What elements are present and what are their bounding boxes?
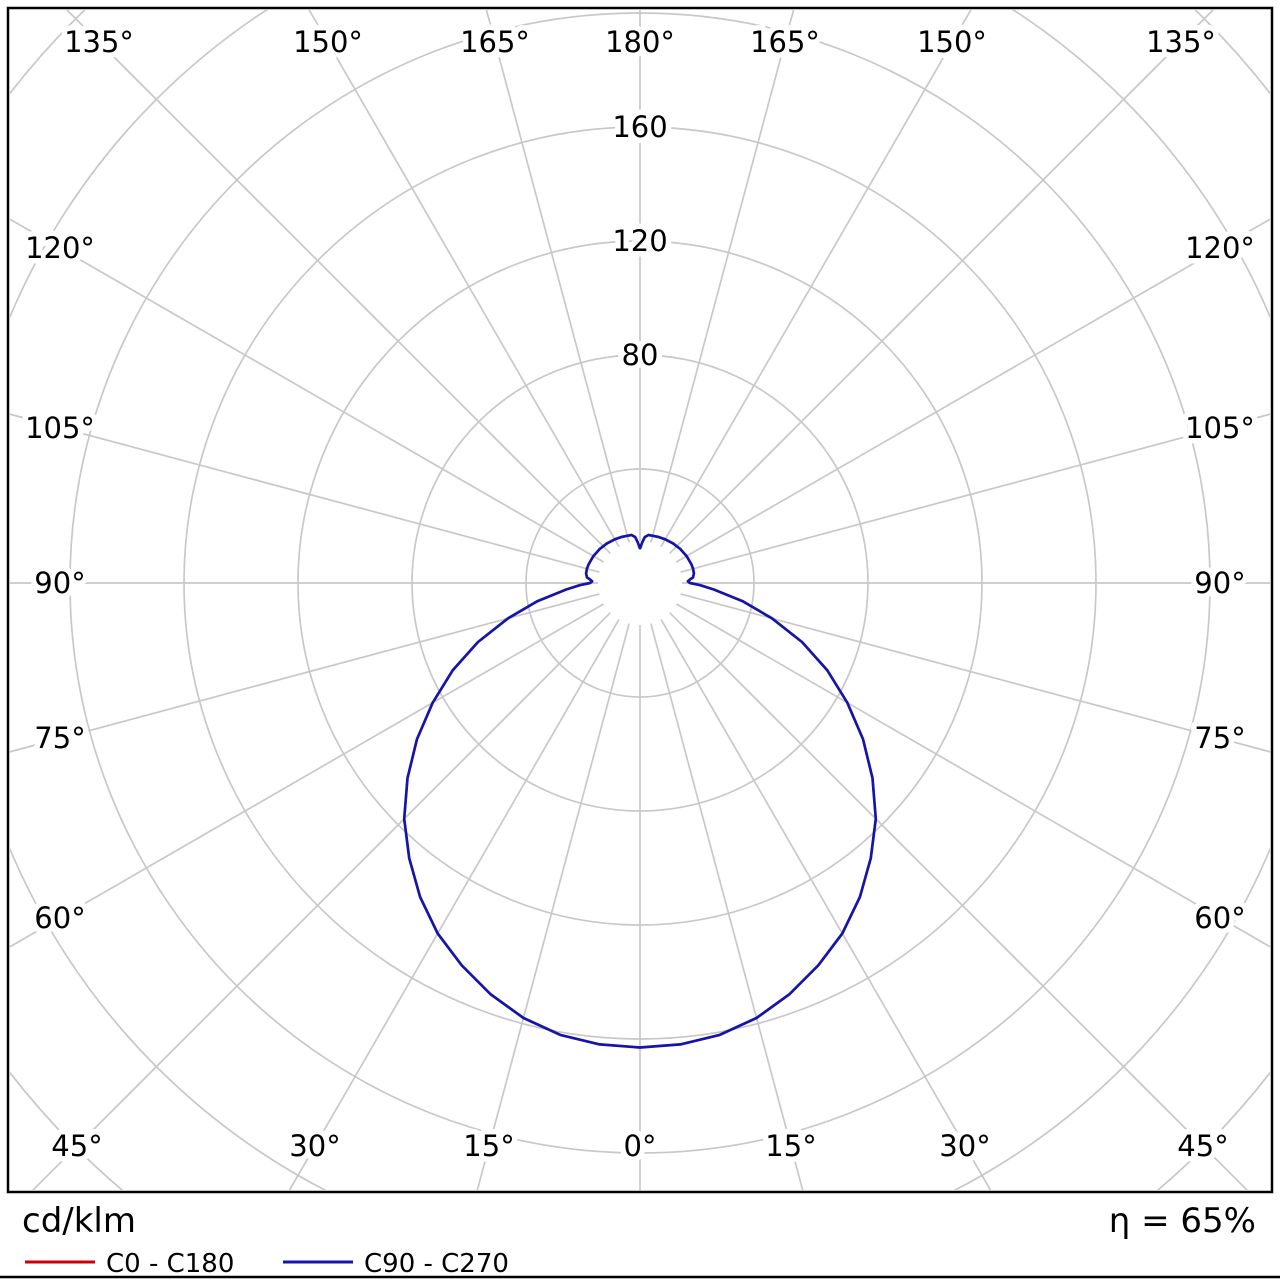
angle-label-120-left: 120° xyxy=(25,231,95,265)
grid-spoke-225 xyxy=(65,10,611,554)
angle-label-165-right: 165° xyxy=(750,25,820,59)
angle-label-75-right: 75° xyxy=(1194,721,1245,755)
angle-label-15-right: 15° xyxy=(765,1129,816,1163)
angle-label-165-left: 165° xyxy=(460,25,530,59)
angle-label-30-right: 30° xyxy=(939,1129,990,1163)
legend-label-c0-c180: C0 - C180 xyxy=(106,1249,234,1279)
ring-label-120: 120 xyxy=(612,224,667,258)
angle-label-180-right: 180° xyxy=(605,25,675,59)
efficiency-label: η = 65% xyxy=(1109,1201,1256,1241)
grid-spoke-255 xyxy=(10,413,600,573)
grid-spoke-285 xyxy=(10,593,600,753)
unit-label: cd/klm xyxy=(22,1201,136,1241)
angle-label-75-left: 75° xyxy=(34,721,85,755)
grid-spoke-15 xyxy=(650,623,804,1190)
grid-spoke-345 xyxy=(476,623,630,1190)
angle-label-60-left: 60° xyxy=(34,901,85,935)
grid-spoke-210 xyxy=(308,10,620,548)
angle-label-45-left: 45° xyxy=(51,1129,102,1163)
grid-spoke-135 xyxy=(669,10,1215,554)
axis-labels: 80 120 160 0° 15° 15° 30° 30° 45° 45° 60° 60° 75° 75°… xyxy=(20,20,1261,1169)
grid-spoke-60 xyxy=(675,603,1270,948)
angle-label-120-right: 120° xyxy=(1185,231,1255,265)
grid-spoke-45 xyxy=(669,612,1249,1190)
angle-label-15-left: 15° xyxy=(463,1129,514,1163)
angle-label-150-left: 150° xyxy=(293,25,363,59)
angle-label-60-right: 60° xyxy=(1194,901,1245,935)
angle-label-105-left: 105° xyxy=(25,411,95,445)
grid-spoke-75 xyxy=(680,593,1270,753)
grid-spoke-165 xyxy=(650,10,795,543)
grid-spoke-195 xyxy=(485,10,630,543)
legend-label-c90-c270: C90 - C270 xyxy=(364,1249,509,1279)
angle-label-150-right: 150° xyxy=(917,25,987,59)
angle-label-0-right: 0° xyxy=(624,1129,657,1163)
angle-label-30-left: 30° xyxy=(289,1129,340,1163)
grid-spoke-315 xyxy=(31,612,611,1190)
ring-label-80: 80 xyxy=(622,338,659,372)
angle-label-90-right: 90° xyxy=(1194,566,1245,600)
grid-spoke-300 xyxy=(10,603,605,948)
grid-spoke-120 xyxy=(675,218,1270,563)
grid-spoke-330 xyxy=(288,618,620,1190)
angle-label-90-left: 90° xyxy=(34,566,85,600)
ring-label-160: 160 xyxy=(612,110,667,144)
grid-spoke-150 xyxy=(660,10,972,548)
curve-C90-C270 xyxy=(402,533,878,1049)
angle-label-105-right: 105° xyxy=(1185,411,1255,445)
angle-label-135-right: 135° xyxy=(1146,25,1216,59)
angle-label-135-left: 135° xyxy=(64,25,134,59)
grid-spoke-30 xyxy=(660,618,992,1190)
intensity-curves xyxy=(402,533,878,1049)
angle-label-45-right: 45° xyxy=(1177,1129,1228,1163)
grid-spoke-240 xyxy=(10,218,605,563)
grid-spoke-105 xyxy=(680,413,1270,573)
